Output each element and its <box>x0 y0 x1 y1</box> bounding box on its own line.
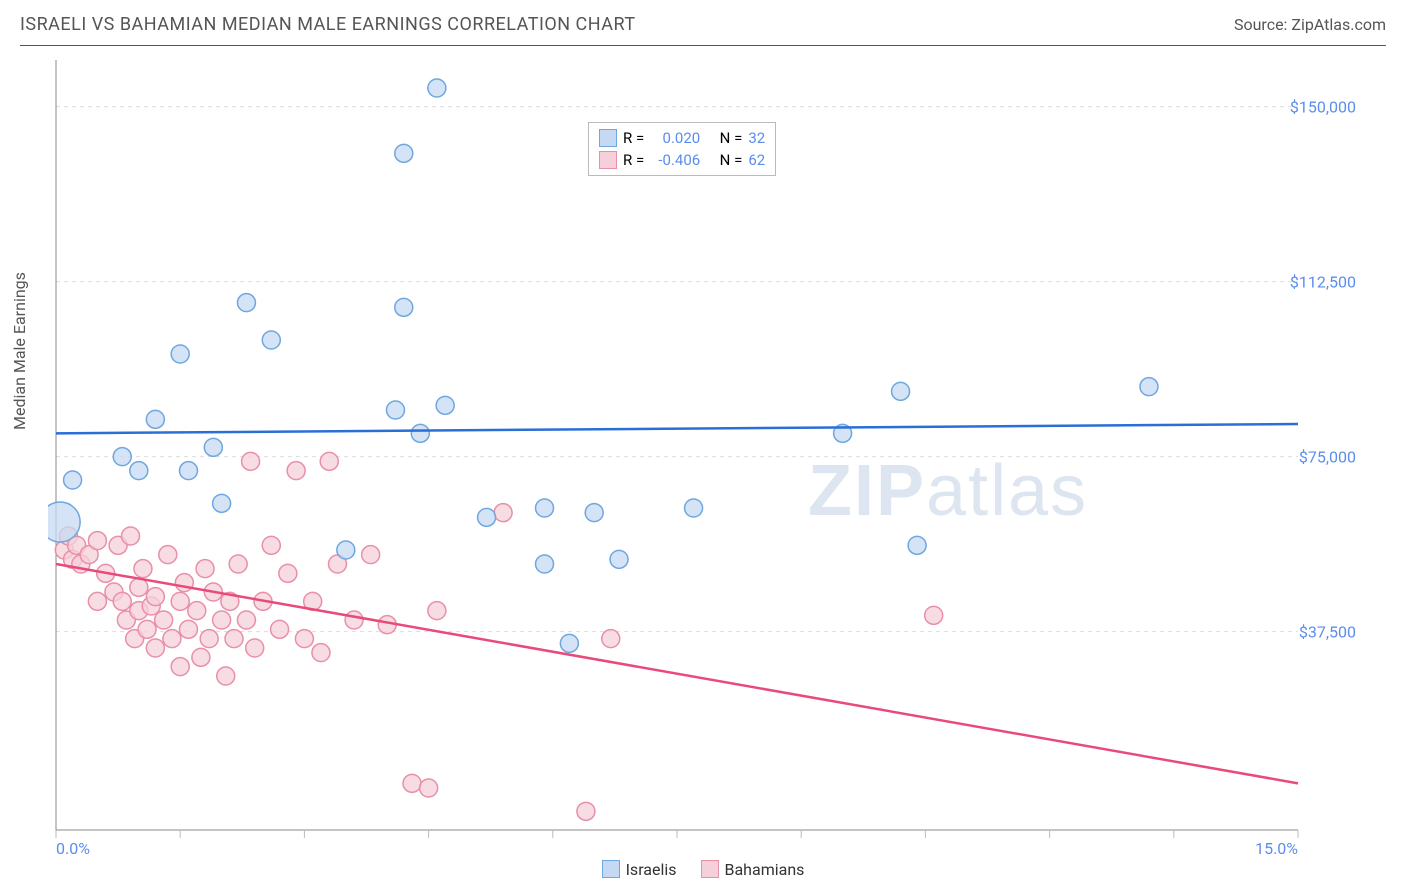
r-value-bahamians: -0.406 <box>650 149 700 171</box>
correlation-row-bahamians: R = -0.406 N = 62 <box>599 149 765 171</box>
n-label: N = <box>720 127 743 149</box>
correlation-legend: R = 0.020 N = 32 R = -0.406 N = 62 <box>588 122 776 176</box>
legend-item-israelis: Israelis <box>602 860 677 879</box>
swatch-israelis <box>599 129 617 147</box>
legend-label-israelis: Israelis <box>626 860 677 879</box>
source-attribution: Source: ZipAtlas.com <box>1234 15 1386 34</box>
x-tick-label: 0.0% <box>56 839 90 858</box>
r-label: R = <box>623 149 644 171</box>
r-value-israelis: 0.020 <box>650 127 700 149</box>
y-tick-label: $75,000 <box>1299 447 1356 466</box>
y-tick-label: $112,500 <box>1290 272 1356 291</box>
source-link[interactable]: ZipAtlas.com <box>1291 15 1386 34</box>
series-legend: Israelis Bahamians <box>0 860 1406 883</box>
y-tick-label: $37,500 <box>1299 622 1356 641</box>
n-label: N = <box>720 149 743 171</box>
chart-svg <box>48 60 1358 860</box>
swatch-israelis-icon <box>602 860 620 878</box>
n-value-bahamians: 62 <box>748 149 765 171</box>
legend-label-bahamians: Bahamians <box>725 860 805 879</box>
chart-title: ISRAELI VS BAHAMIAN MEDIAN MALE EARNINGS… <box>20 14 636 35</box>
r-label: R = <box>623 127 644 149</box>
swatch-bahamians <box>599 151 617 169</box>
source-label: Source: <box>1234 15 1291 34</box>
legend-item-bahamians: Bahamians <box>701 860 805 879</box>
plot-area: ZIPatlas R = 0.020 N = 32 R = -0.406 N =… <box>48 60 1358 830</box>
correlation-row-israelis: R = 0.020 N = 32 <box>599 127 765 149</box>
y-axis-label: Median Male Earnings <box>10 272 29 430</box>
swatch-bahamians-icon <box>701 860 719 878</box>
n-value-israelis: 32 <box>748 127 765 149</box>
y-tick-label: $150,000 <box>1290 97 1356 116</box>
x-tick-label: 15.0% <box>1255 839 1298 858</box>
header: ISRAELI VS BAHAMIAN MEDIAN MALE EARNINGS… <box>20 14 1386 46</box>
